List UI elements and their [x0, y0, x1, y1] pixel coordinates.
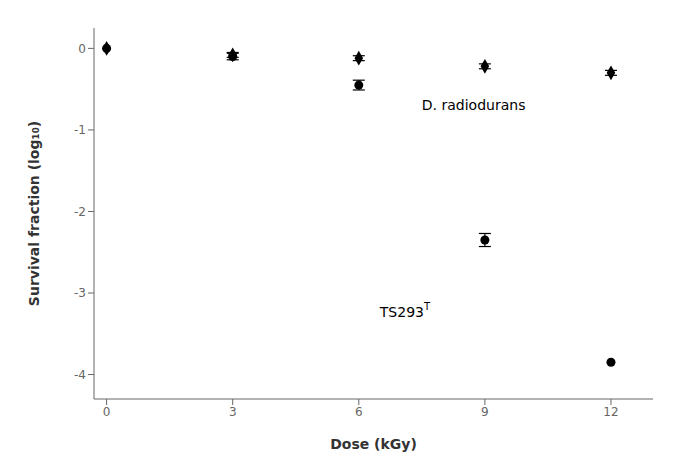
svg-text:D. radiodurans: D. radiodurans: [422, 97, 526, 113]
svg-text:9: 9: [481, 405, 489, 419]
svg-text:-3: -3: [74, 286, 86, 300]
svg-text:-2: -2: [74, 205, 86, 219]
svg-text:-1: -1: [74, 123, 86, 137]
svg-text:Dose (kGy): Dose (kGy): [330, 436, 417, 452]
svg-text:6: 6: [355, 405, 363, 419]
svg-text:0: 0: [78, 42, 86, 56]
svg-text:Survival fraction (log₁₀): Survival fraction (log₁₀): [26, 121, 42, 306]
svg-text:0: 0: [103, 405, 111, 419]
svg-text:3: 3: [229, 405, 237, 419]
svg-text:-4: -4: [74, 368, 86, 382]
svg-text:12: 12: [603, 405, 618, 419]
svg-text:TS293T: TS293T: [379, 301, 431, 320]
